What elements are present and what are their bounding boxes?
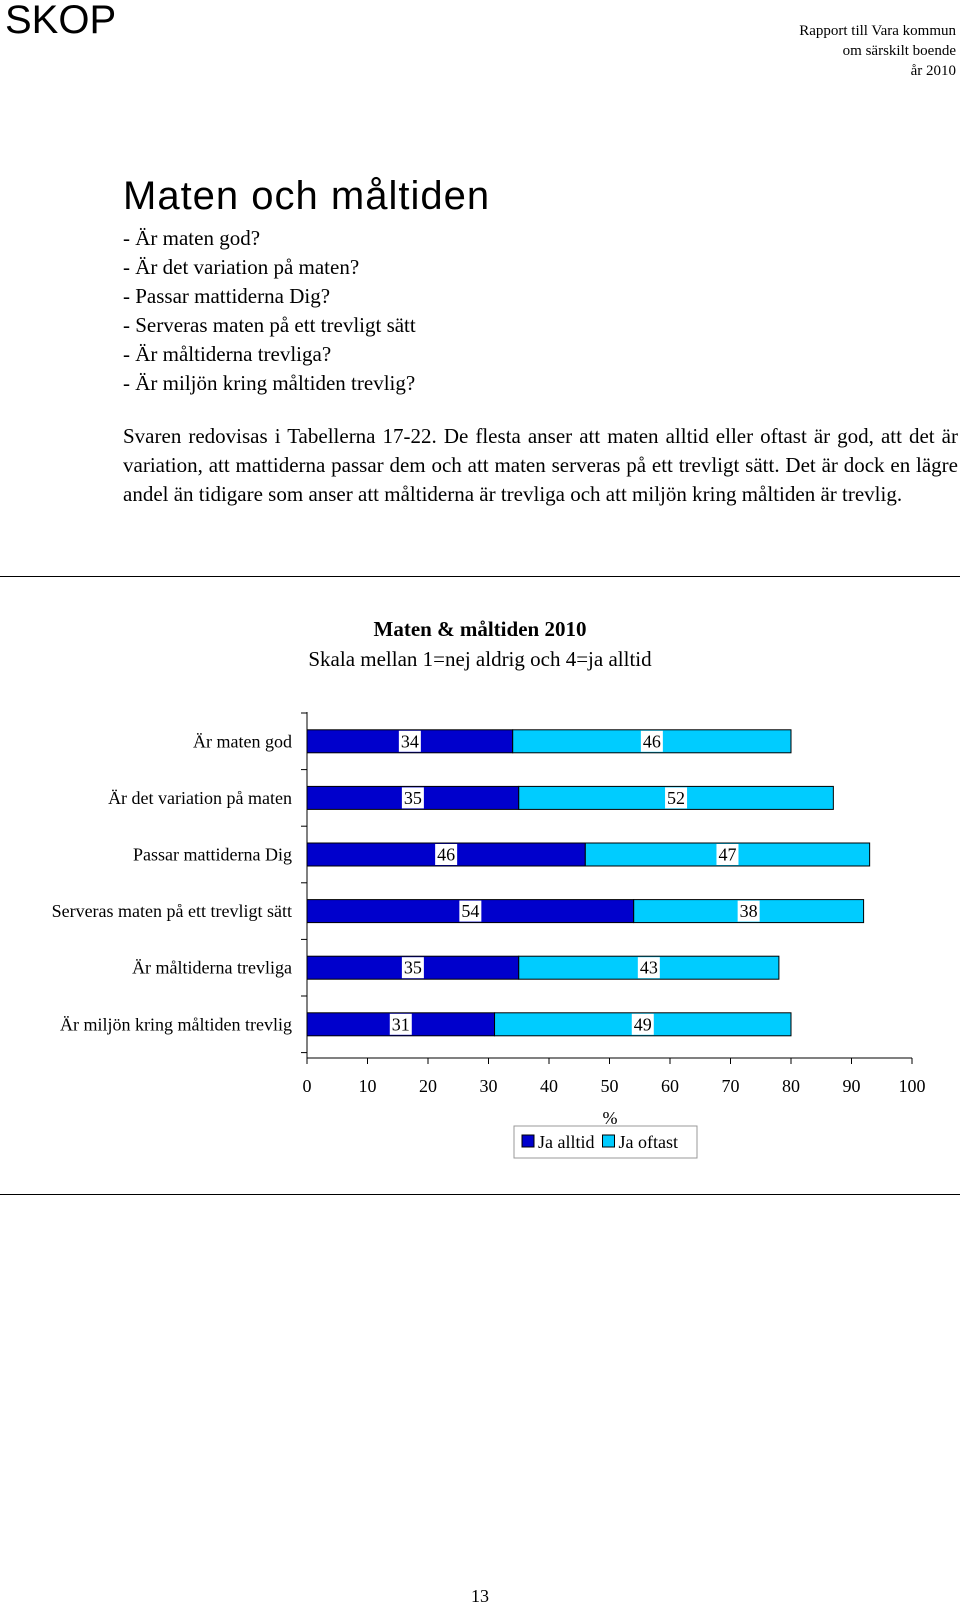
question-list: - Är maten god? - Är det variation på ma… [123, 224, 958, 398]
skop-logo: SKOP [5, 0, 117, 42]
x-tick-label: 50 [601, 1076, 619, 1096]
x-tick-label: 100 [899, 1076, 926, 1096]
report-header: Rapport till Vara kommun om särskilt boe… [799, 21, 956, 81]
data-label-background [401, 957, 424, 979]
data-label: 43 [640, 958, 658, 978]
data-label-background [737, 900, 760, 922]
data-label-background [398, 730, 421, 752]
data-label-background [389, 1013, 412, 1035]
x-tick-label: 70 [722, 1076, 740, 1096]
chart-title: Maten & måltiden 2010 [374, 617, 587, 641]
data-label-background [631, 1013, 654, 1035]
page-number: 13 [471, 1586, 489, 1606]
category-label: Serveras maten på ett trevligt sätt [52, 901, 292, 921]
x-tick-label: 30 [480, 1076, 498, 1096]
data-label: 38 [740, 901, 758, 921]
data-label-background [637, 957, 660, 979]
question-item: - Serveras maten på ett trevligt sätt [123, 313, 416, 337]
chart-top-divider [0, 576, 960, 577]
data-label: 34 [401, 731, 419, 751]
data-label: 52 [667, 788, 685, 808]
question-item: - Är måltiderna trevliga? [123, 342, 332, 366]
chart-subtitle: Skala mellan 1=nej aldrig och 4=ja allti… [308, 647, 652, 671]
x-tick-label: 80 [782, 1076, 800, 1096]
legend-label: Ja oftast [619, 1132, 678, 1152]
data-label: 47 [718, 845, 736, 865]
data-label: 31 [392, 1014, 410, 1034]
data-label: 49 [634, 1014, 652, 1034]
x-tick-label: 60 [661, 1076, 679, 1096]
question-item: - Är det variation på maten? [123, 255, 360, 279]
x-tick-label: 40 [540, 1076, 558, 1096]
data-label-background [459, 900, 482, 922]
x-tick-label: 20 [419, 1076, 437, 1096]
report-line-1: Rapport till Vara kommun [799, 23, 956, 39]
category-label: Är det variation på maten [108, 788, 292, 808]
body-paragraph: Svaren redovisas i Tabellerna 17-22. De … [123, 424, 958, 506]
report-line-2: om särskilt boende [842, 43, 956, 59]
x-tick-label: 90 [843, 1076, 861, 1096]
legend-label: Ja alltid [538, 1132, 595, 1152]
maltiden-chart: Maten & måltiden 2010 Skala mellan 1=nej … [52, 617, 926, 1159]
category-label: Är måltiderna trevliga [132, 958, 292, 978]
category-label: Är miljön kring måltiden trevlig [60, 1014, 292, 1034]
category-label: Passar mattiderna Dig [133, 845, 292, 865]
chart-bottom-divider [0, 1194, 960, 1195]
question-item: - Är maten god? [123, 226, 261, 250]
question-item: - Är miljön kring måltiden trevlig? [123, 371, 416, 395]
section-title: Maten och måltiden [123, 174, 491, 218]
section-maten-och-maltiden: Maten och måltiden - Är maten god? - Är … [123, 168, 958, 509]
data-label-background [640, 730, 663, 752]
data-label-background [435, 844, 458, 865]
question-item: - Passar mattiderna Dig? [123, 284, 331, 308]
x-tick-label: 0 [303, 1076, 312, 1096]
legend-swatch-ja-oftast [602, 1134, 615, 1148]
data-label-background [401, 787, 424, 809]
report-line-3: år 2010 [910, 63, 956, 79]
data-label: 35 [404, 788, 422, 808]
category-label: Är maten god [193, 731, 292, 751]
x-tick-label: 10 [359, 1076, 377, 1096]
x-axis-label: % [603, 1108, 618, 1128]
data-label: 46 [437, 845, 455, 865]
data-label-background [716, 844, 739, 865]
data-label: 46 [643, 731, 661, 751]
data-label: 35 [404, 958, 422, 978]
data-label-background [665, 787, 688, 809]
legend-swatch-ja-alltid [521, 1134, 535, 1148]
data-label: 54 [461, 901, 479, 921]
